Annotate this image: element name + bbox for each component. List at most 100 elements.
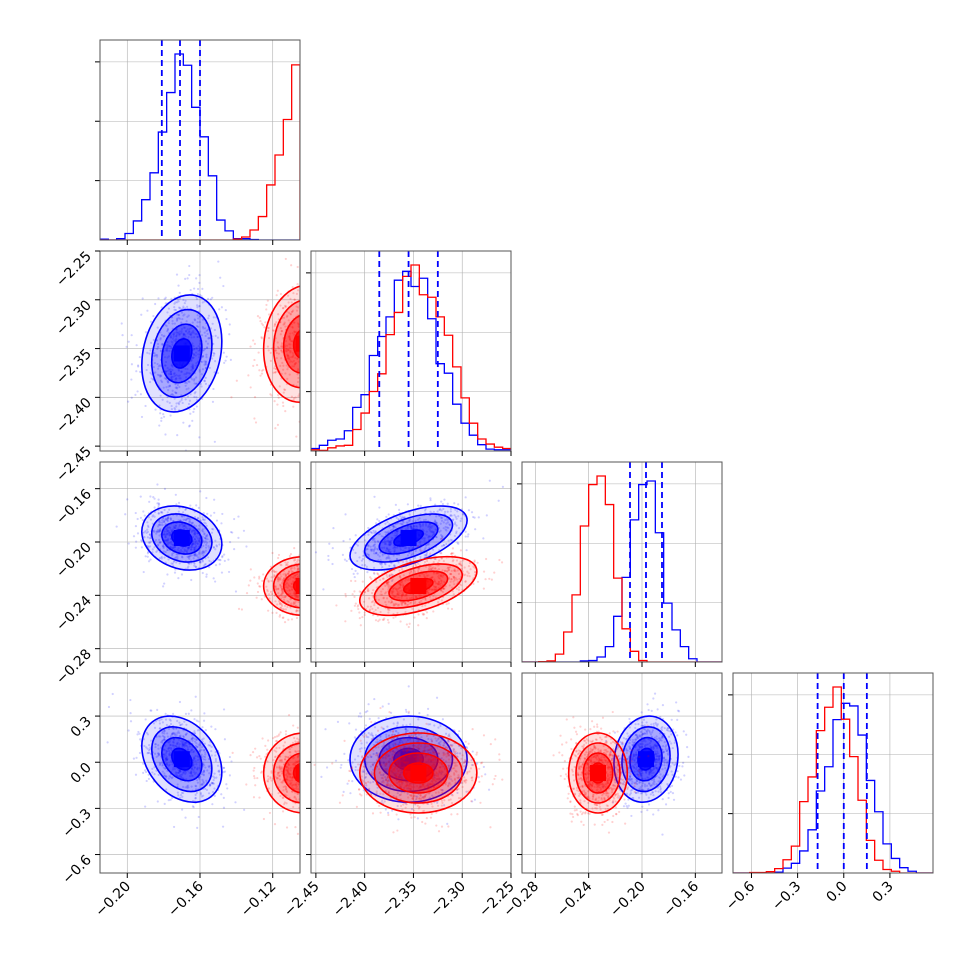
scatter-point	[304, 590, 306, 592]
scatter-point	[208, 783, 212, 786]
scatter-point	[167, 538, 170, 541]
scatter-point	[318, 364, 320, 366]
scatter-point	[164, 517, 168, 520]
scatter-point	[380, 563, 383, 566]
scatter-point	[411, 565, 414, 568]
scatter-point	[202, 737, 205, 740]
scatter-point	[162, 335, 165, 338]
scatter-point	[343, 370, 345, 372]
scatter-point	[175, 727, 178, 730]
scatter-point	[320, 363, 322, 365]
scatter-point	[166, 529, 169, 532]
scatter-point	[386, 608, 390, 611]
scatter-point	[284, 305, 288, 308]
scatter-point	[197, 349, 200, 352]
scatter-point	[194, 319, 197, 322]
scatter-point	[171, 547, 175, 550]
scatter-point	[333, 336, 335, 338]
scatter-point	[307, 312, 309, 314]
scatter-point	[307, 364, 309, 366]
scatter-point	[197, 743, 200, 746]
scatter-point	[320, 586, 322, 588]
scatter-point	[152, 366, 155, 369]
scatter-point	[201, 354, 205, 358]
scatter-point	[466, 574, 469, 577]
scatter-point	[286, 578, 289, 581]
scatter-point	[393, 564, 396, 568]
scatter-point	[161, 770, 164, 773]
scatter-point	[435, 536, 438, 539]
scatter-point	[196, 335, 199, 339]
scatter-point	[327, 333, 329, 335]
scatter-point	[169, 528, 173, 532]
scatter-point	[289, 585, 292, 588]
scatter-point	[165, 349, 169, 353]
scatter-point	[280, 330, 283, 333]
scatter-point	[461, 513, 465, 516]
scatter-point	[188, 519, 191, 523]
scatter-point	[366, 571, 369, 574]
scatter-point	[211, 296, 214, 299]
scatter-point	[203, 532, 206, 535]
scatter-point	[176, 553, 179, 556]
scatter-point	[312, 584, 314, 586]
scatter-point	[395, 595, 398, 598]
scatter-point	[203, 360, 206, 363]
scatter-point	[320, 357, 322, 359]
scatter-point	[282, 323, 285, 326]
scatter-point	[297, 369, 300, 372]
scatter-point	[212, 387, 215, 391]
scatter-point	[196, 335, 199, 339]
scatter-point	[201, 552, 205, 555]
scatter-point	[210, 531, 214, 534]
scatter-point	[209, 327, 213, 330]
scatter-point	[202, 544, 205, 547]
scatter-point	[201, 550, 205, 553]
scatter-point	[237, 607, 241, 610]
scatter-point	[197, 539, 200, 542]
scatter-point	[447, 566, 450, 569]
scatter-point	[151, 767, 154, 770]
scatter-point	[289, 598, 292, 601]
scatter-point	[172, 740, 175, 743]
scatter-point	[153, 530, 156, 534]
scatter-point	[425, 617, 428, 620]
histogram-blue	[522, 480, 722, 662]
scatter-point	[355, 328, 357, 330]
scatter-point	[382, 597, 385, 600]
scatter-point	[453, 577, 456, 580]
scatter-point	[324, 576, 326, 578]
scatter-point	[274, 585, 277, 589]
scatter-point	[270, 347, 274, 350]
scatter-point	[176, 783, 179, 786]
scatter-point	[284, 572, 287, 575]
scatter-point	[188, 425, 191, 428]
scatter-point	[156, 326, 159, 329]
scatter-point	[373, 495, 376, 498]
scatter-point	[190, 770, 193, 773]
scatter-point	[212, 782, 215, 785]
scatter-point	[196, 729, 200, 732]
scatter-point	[161, 734, 165, 738]
scatter-point	[185, 549, 188, 552]
scatter-point	[148, 545, 152, 548]
scatter-point	[205, 788, 209, 792]
scatter-point	[201, 778, 204, 781]
scatter-point	[272, 569, 275, 572]
scatter-point	[392, 604, 395, 607]
scatter-point	[366, 589, 369, 593]
scatter-point	[202, 327, 205, 330]
scatter-point	[439, 573, 442, 576]
scatter-point	[194, 546, 197, 549]
scatter-point	[197, 539, 201, 543]
scatter-point	[314, 334, 316, 336]
scatter-point	[399, 584, 402, 587]
scatter-point	[291, 588, 294, 591]
scatter-point	[295, 610, 298, 613]
scatter-point	[289, 606, 292, 609]
scatter-point	[421, 528, 424, 531]
scatter-point	[305, 578, 307, 580]
scatter-point	[176, 791, 180, 794]
scatter-point	[280, 603, 283, 606]
scatter-point	[169, 743, 172, 746]
